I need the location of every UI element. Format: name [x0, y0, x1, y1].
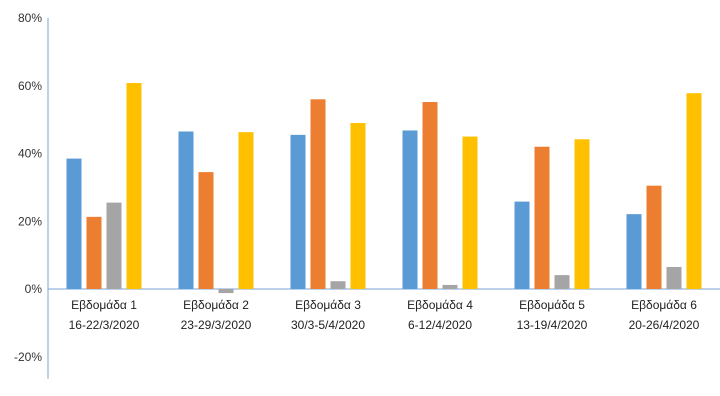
- category-label-dates: 16-22/3/2020: [69, 318, 140, 332]
- bar: [422, 102, 438, 289]
- y-tick-label: 80%: [18, 11, 42, 25]
- bar: [178, 131, 194, 289]
- bar: [554, 275, 570, 289]
- bar: [198, 172, 214, 289]
- bar: [238, 132, 254, 289]
- category-label-week: Εβδομάδα 6: [631, 298, 697, 312]
- bar: [350, 123, 366, 289]
- bar: [514, 201, 530, 289]
- bar: [442, 284, 458, 289]
- bar: [86, 216, 102, 289]
- y-tick-label: 40%: [18, 147, 42, 161]
- bar: [666, 266, 682, 289]
- bar: [462, 136, 478, 289]
- bars: [66, 83, 702, 294]
- bar: [126, 83, 142, 289]
- category-label-dates: 23-29/3/2020: [181, 318, 252, 332]
- bar: [290, 134, 306, 289]
- category-label-week: Εβδομάδα 2: [183, 298, 249, 312]
- bar: [310, 99, 326, 289]
- category-label-dates: 6-12/4/2020: [408, 318, 472, 332]
- bar: [574, 139, 590, 289]
- category-label-week: Εβδομάδα 4: [407, 298, 473, 312]
- bar: [626, 214, 642, 289]
- bar: [686, 93, 702, 289]
- category-label-week: Εβδομάδα 1: [71, 298, 137, 312]
- bar: [66, 158, 82, 289]
- y-tick-label: 60%: [18, 79, 42, 93]
- category-label-dates: 20-26/4/2020: [629, 318, 700, 332]
- bar: [402, 130, 418, 289]
- y-tick-label: 20%: [18, 214, 42, 228]
- bar: [106, 202, 122, 289]
- bar: [534, 146, 550, 289]
- bar: [330, 281, 346, 289]
- y-tick-label: -20%: [14, 350, 42, 364]
- category-label-dates: 13-19/4/2020: [517, 318, 588, 332]
- category-label-week: Εβδομάδα 3: [295, 298, 361, 312]
- category-label-dates: 30/3-5/4/2020: [291, 318, 365, 332]
- y-tick-label: 0%: [25, 282, 43, 296]
- category-labels: Εβδομάδα 1 16-22/3/2020 Εβδομάδα 2 23-29/3/…: [69, 298, 700, 332]
- category-label-week: Εβδομάδα 5: [519, 298, 585, 312]
- bar: [218, 289, 234, 294]
- bar: [646, 185, 662, 289]
- y-tick-labels: 80% 60% 40% 20% 0% -20%: [14, 11, 42, 364]
